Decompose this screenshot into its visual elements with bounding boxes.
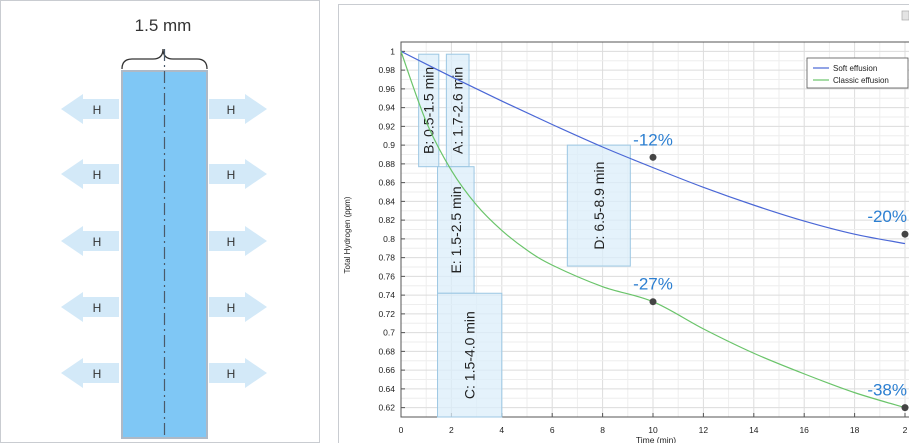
series-line-1 <box>400 50 906 245</box>
arrow-right-4 <box>209 292 267 322</box>
arrow-right-label-3: H <box>227 235 236 249</box>
width-brace <box>121 48 208 70</box>
series-line-2 <box>400 51 906 409</box>
interval-box <box>437 166 475 294</box>
x-tick-label: 10 <box>648 425 658 435</box>
y-tick-label: 0.74 <box>378 290 395 300</box>
legend-label-2: Classic effusion <box>833 76 889 85</box>
arrow-right-5 <box>209 358 267 388</box>
y-tick-label: 0.98 <box>378 65 395 75</box>
arrow-right-3 <box>209 226 267 256</box>
y-tick-label: 0.92 <box>378 121 395 131</box>
diffusion-arrows: H H H H H H H H H H <box>61 94 267 388</box>
x-axis-title: Time (min) <box>636 435 676 443</box>
arrow-left-1 <box>61 94 119 124</box>
hydrogen-chart: 0 2 4 6 8 10 12 14 16 18 2 0.62 0.64 0.66 0.68 0.7 0.72 0… <box>343 10 909 443</box>
arrow-left-5 <box>61 358 119 388</box>
legend: Soft effusion Classic effusion <box>806 57 909 89</box>
interval-text: E: 1.5-2.5 min <box>448 186 464 273</box>
x-tick-label: 8 <box>600 425 605 435</box>
data-marker-2 <box>901 230 909 238</box>
diffusion-diagram-panel: 1.5 mm H H H H H H H H H H <box>0 0 320 443</box>
toolbar-icon[interactable] <box>901 10 909 21</box>
arrow-left-4 <box>61 292 119 322</box>
arrow-left-3 <box>61 226 119 256</box>
markers: -12% -20% -27% -38% <box>633 130 909 412</box>
y-tick-label: 0.82 <box>378 215 395 225</box>
y-tick-label: 0.76 <box>378 271 395 281</box>
x-tick-label: 2 <box>903 425 908 435</box>
y-tick-label: 0.7 <box>383 328 395 338</box>
axis-ticks: 0 2 4 6 8 10 12 14 16 18 2 0.62 0.64 0.66 0.68 0.7 0.72 0… <box>378 46 907 435</box>
interval-label-2: A: 1.7-2.6 min <box>445 53 470 168</box>
x-tick-label: 16 <box>799 425 809 435</box>
interval-label-4: C: 1.5-4.0 min <box>437 292 503 418</box>
data-marker-1 <box>649 153 657 161</box>
x-tick-label: 12 <box>699 425 709 435</box>
interval-label-5: D: 6.5-8.9 min <box>566 144 631 267</box>
chart-panel: 0 2 4 6 8 10 12 14 16 18 2 0.62 0.64 0.66 0.68 0.7 0.72 0… <box>338 4 909 443</box>
arrow-left-label-2: H <box>93 168 102 182</box>
y-tick-label: 0.86 <box>378 178 395 188</box>
interval-labels: B: 0.5-1.5 min A: 1.7-2.6 min E: 1.5-2.5 m… <box>418 53 631 418</box>
x-tick-label: 0 <box>399 425 404 435</box>
arrow-right-1 <box>209 94 267 124</box>
x-tick-label: 18 <box>850 425 860 435</box>
y-tick-label: 0.68 <box>378 346 395 356</box>
interval-text: B: 0.5-1.5 min <box>421 67 437 154</box>
x-tick-label: 6 <box>550 425 555 435</box>
arrow-left-label-1: H <box>93 103 102 117</box>
arrow-right-label-4: H <box>227 301 236 315</box>
data-marker-4 <box>901 404 909 412</box>
y-tick-label: 0.84 <box>378 196 395 206</box>
y-tick-label: 0.62 <box>378 403 395 413</box>
y-tick-label: 0.78 <box>378 253 395 263</box>
interval-box <box>566 144 631 267</box>
marker-label-2: -20% <box>867 207 907 226</box>
marker-label-4: -38% <box>867 381 907 400</box>
marker-label-3: -27% <box>633 275 673 294</box>
arrow-left-label-5: H <box>93 367 102 381</box>
y-axis-title: Total Hydrogen (ppm) <box>343 196 352 273</box>
arrow-right-2 <box>209 159 267 189</box>
y-tick-label: 0.66 <box>378 365 395 375</box>
legend-label-1: Soft effusion <box>833 64 877 73</box>
x-tick-label: 2 <box>449 425 454 435</box>
arrow-right-label-1: H <box>227 103 236 117</box>
interval-label-3: E: 1.5-2.5 min <box>437 166 475 294</box>
arrow-right-label-5: H <box>227 367 236 381</box>
arrow-left-label-3: H <box>93 235 102 249</box>
arrow-right-label-2: H <box>227 168 236 182</box>
y-tick-label: 0.8 <box>383 234 395 244</box>
arrow-left-2 <box>61 159 119 189</box>
x-tick-label: 4 <box>499 425 504 435</box>
x-tick-label: 14 <box>749 425 759 435</box>
width-label: 1.5 mm <box>135 16 192 35</box>
interval-text: A: 1.7-2.6 min <box>450 67 466 154</box>
y-tick-label: 0.96 <box>378 84 395 94</box>
arrow-left-label-4: H <box>93 301 102 315</box>
legend-box <box>806 57 909 89</box>
marker-label-1: -12% <box>633 130 673 149</box>
y-tick-label: 1 <box>390 46 395 56</box>
interval-text: C: 1.5-4.0 min <box>462 311 478 399</box>
interval-text: D: 6.5-8.9 min <box>591 162 607 250</box>
y-tick-label: 0.72 <box>378 309 395 319</box>
y-tick-label: 0.9 <box>383 140 395 150</box>
diffusion-diagram: 1.5 mm H H H H H H H H H H <box>61 16 267 439</box>
series <box>400 50 906 409</box>
y-tick-label: 0.64 <box>378 384 395 394</box>
y-tick-label: 0.94 <box>378 103 395 113</box>
interval-box <box>437 292 503 418</box>
y-tick-label: 0.88 <box>378 159 395 169</box>
data-marker-3 <box>649 298 657 306</box>
plot-frame <box>400 41 909 418</box>
